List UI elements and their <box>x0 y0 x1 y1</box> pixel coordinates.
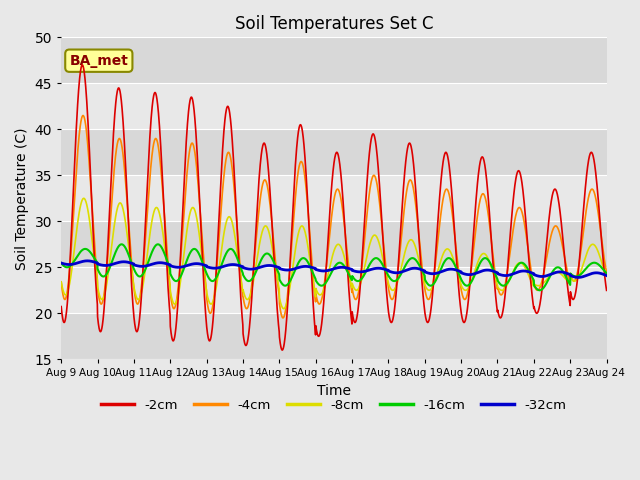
Text: BA_met: BA_met <box>69 54 128 68</box>
Bar <box>61 267 607 313</box>
Bar <box>61 84 607 129</box>
Bar <box>61 37 607 84</box>
Bar <box>61 313 607 359</box>
X-axis label: Time: Time <box>317 384 351 398</box>
Bar <box>61 129 607 175</box>
Y-axis label: Soil Temperature (C): Soil Temperature (C) <box>15 127 29 270</box>
Bar <box>61 175 607 221</box>
Bar <box>61 221 607 267</box>
Title: Soil Temperatures Set C: Soil Temperatures Set C <box>235 15 433 33</box>
Legend: -2cm, -4cm, -8cm, -16cm, -32cm: -2cm, -4cm, -8cm, -16cm, -32cm <box>96 394 572 417</box>
